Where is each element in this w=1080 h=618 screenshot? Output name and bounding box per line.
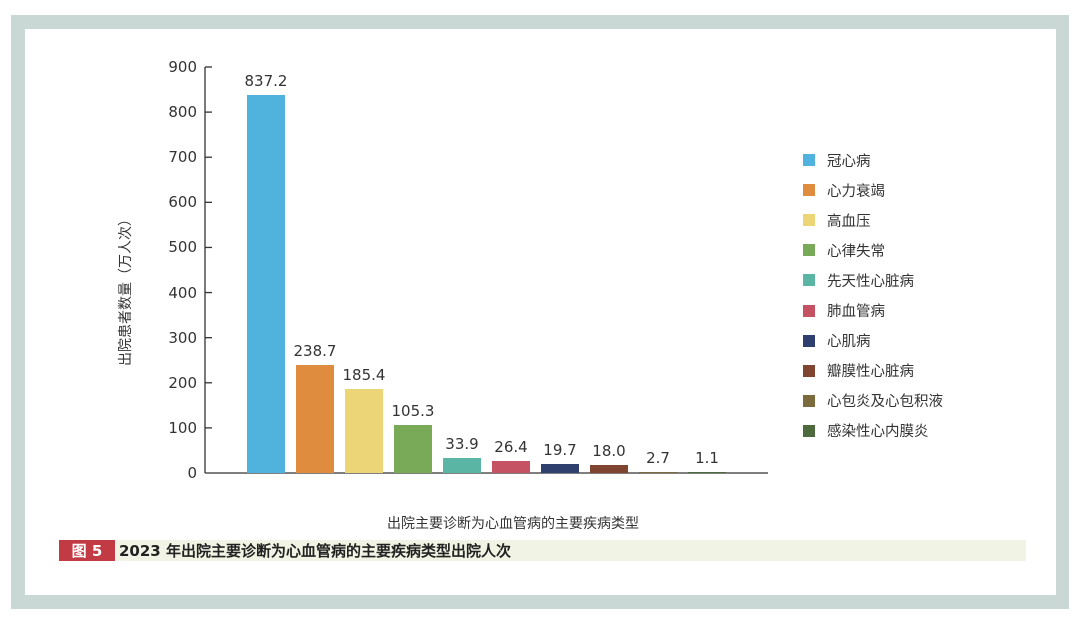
bar-value-label: 26.4 xyxy=(494,438,528,457)
bar-value-label: 19.7 xyxy=(543,441,577,460)
bar xyxy=(492,461,530,473)
bar-value-label: 18.0 xyxy=(592,441,626,460)
figure-caption-text: 2023 年出院主要诊断为心血管病的主要疾病类型出院人次 xyxy=(119,542,511,560)
figure-frame: 出院患者数量（万人次） 出院主要诊断为心血管病的主要疾病类型 0 100 200 30… xyxy=(11,15,1069,609)
legend-swatch xyxy=(803,184,815,197)
bar-value-label: 837.2 xyxy=(244,72,288,91)
legend-label: 先天性心脏病 xyxy=(827,273,914,290)
legend-swatch xyxy=(803,334,815,347)
legend: 冠心病心力衰竭高血压心律失常先天性心脏病 肺血管病心肌病瓣膜性心脏病心包炎及心包积… xyxy=(803,145,943,446)
bar-value-label: 105.3 xyxy=(391,402,435,421)
figure-panel: 出院患者数量（万人次） 出院主要诊断为心血管病的主要疾病类型 0 100 200 30… xyxy=(25,29,1056,595)
chart-axes xyxy=(204,66,768,474)
bar xyxy=(639,471,677,473)
legend-item: 心包炎及心包积液 xyxy=(803,386,943,416)
legend-item: 心律失常 xyxy=(803,235,943,265)
y-tick-label: 900 xyxy=(168,58,197,76)
bar-value-label: 238.7 xyxy=(293,342,337,361)
y-tick-label: 100 xyxy=(168,418,197,437)
legend-item: 心力衰竭 xyxy=(803,175,943,205)
legend-item: 高血压 xyxy=(803,205,943,235)
bar xyxy=(296,365,334,473)
legend-label: 心包炎及心包积液 xyxy=(827,394,943,411)
legend-swatch xyxy=(803,154,815,167)
bar-value-label: 2.7 xyxy=(646,448,670,467)
x-axis-title: 出院主要诊断为心血管病的主要疾病类型 xyxy=(387,516,639,532)
legend-item: 先天性心脏病 xyxy=(803,265,943,295)
bar xyxy=(688,471,726,473)
y-axis-title: 出院患者数量（万人次） xyxy=(118,212,134,366)
legend-label: 冠心病 xyxy=(827,153,871,170)
legend-swatch xyxy=(803,364,815,377)
y-tick-label: 500 xyxy=(168,238,197,257)
bar xyxy=(443,457,481,473)
figure-number-tag: 图 5 xyxy=(59,540,115,561)
bar xyxy=(345,389,383,473)
legend-label: 瓣膜性心脏病 xyxy=(827,364,914,381)
legend-label: 心律失常 xyxy=(827,243,885,260)
bar xyxy=(394,425,432,473)
legend-label: 心肌病 xyxy=(827,334,871,351)
y-tick-label: 600 xyxy=(168,193,197,212)
y-tick-label: 700 xyxy=(168,148,197,167)
bar xyxy=(247,95,285,473)
y-tick-label: 800 xyxy=(168,103,197,122)
legend-swatch xyxy=(803,274,815,287)
y-tick-label: 0 xyxy=(187,464,197,482)
legend-item: 冠心病 xyxy=(803,145,943,175)
legend-swatch xyxy=(803,394,815,407)
figure-caption: 图 5 2023 年出院主要诊断为心血管病的主要疾病类型出院人次 xyxy=(59,540,1026,561)
bar-value-label: 1.1 xyxy=(695,448,719,467)
y-tick-label: 200 xyxy=(168,373,197,392)
legend-swatch xyxy=(803,424,815,437)
y-tick-label: 400 xyxy=(168,283,197,302)
bar-chart: 出院患者数量（万人次） 出院主要诊断为心血管病的主要疾病类型 0 100 200 30… xyxy=(25,29,1056,532)
legend-item: 心肌病 xyxy=(803,326,943,356)
y-tick-label: 300 xyxy=(168,328,197,347)
legend-item: 肺血管病 xyxy=(803,295,943,325)
bar-value-label: 185.4 xyxy=(342,366,386,385)
legend-swatch xyxy=(803,214,815,227)
legend-label: 高血压 xyxy=(827,213,871,230)
legend-swatch xyxy=(803,304,815,317)
legend-swatch xyxy=(803,244,815,257)
bar-value-label: 33.9 xyxy=(445,434,479,453)
legend-label: 肺血管病 xyxy=(827,304,885,321)
bar xyxy=(541,464,579,473)
bar xyxy=(590,464,628,473)
legend-label: 心力衰竭 xyxy=(827,183,885,200)
legend-label: 感染性心内膜炎 xyxy=(827,424,929,441)
legend-item: 瓣膜性心脏病 xyxy=(803,356,943,386)
legend-item: 感染性心内膜炎 xyxy=(803,416,943,446)
